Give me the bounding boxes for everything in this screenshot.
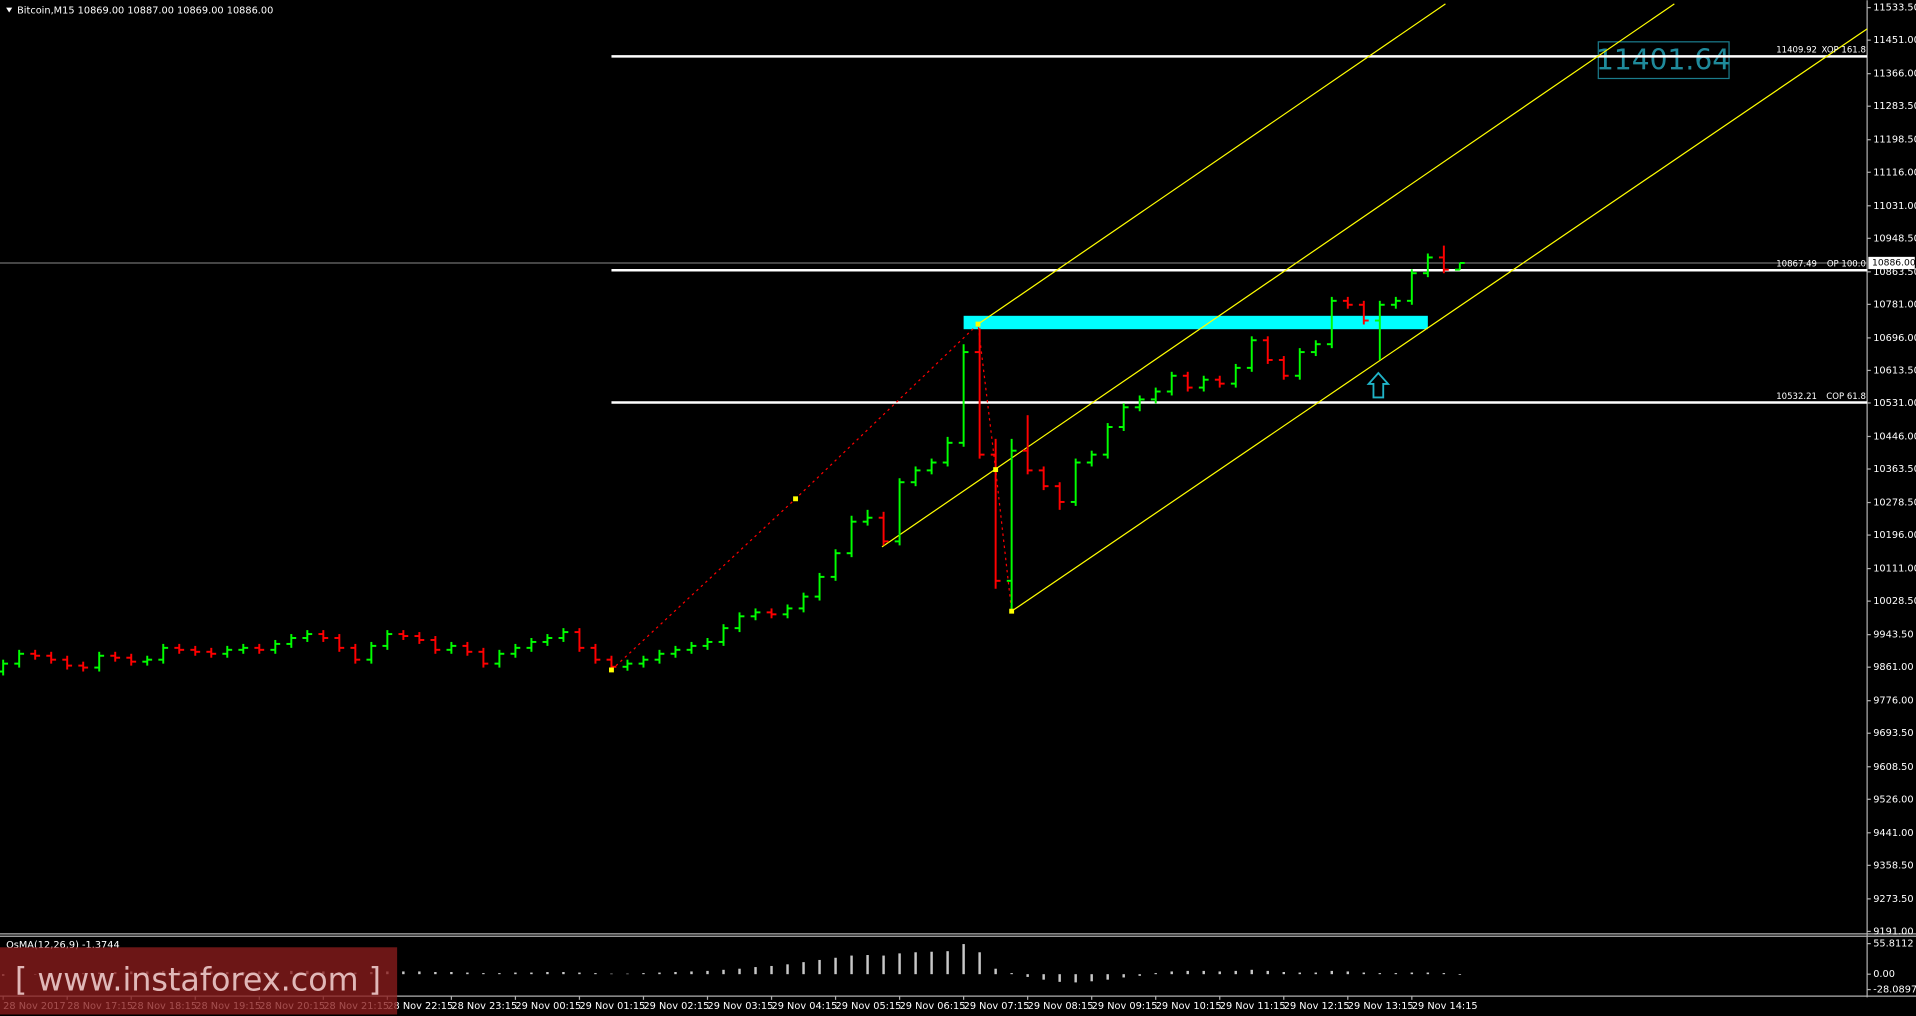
pattern-point [609, 667, 614, 673]
x-tick-label: 29 Nov 05:15 [836, 1001, 902, 1012]
y-tick-label: 9526.00 [1873, 794, 1913, 805]
y-tick-label: 9693.50 [1873, 728, 1913, 739]
y-tick-label: 11451.00 [1873, 35, 1916, 46]
x-tick-label: 28 Nov 22:15 [387, 1001, 453, 1012]
y-tick-label: 11366.00 [1873, 69, 1916, 80]
y-tick-label: 10363.50 [1873, 464, 1916, 475]
chart-title: Bitcoin,M15 10869.00 10887.00 10869.00 1… [17, 6, 273, 17]
x-tick-label: 29 Nov 09:15 [1092, 1001, 1158, 1012]
x-tick-label: 29 Nov 04:15 [772, 1001, 838, 1012]
pattern-point [975, 321, 981, 327]
level-name: COP 61.8 [1826, 392, 1866, 402]
y-tick-label: 11283.50 [1873, 101, 1916, 112]
pattern-point [1009, 608, 1015, 614]
y-tick-label: 10696.00 [1873, 333, 1916, 344]
target-box [1597, 41, 1730, 80]
x-tick-label: 29 Nov 03:15 [708, 1001, 774, 1012]
x-tick-label: 29 Nov 10:15 [1156, 1001, 1222, 1012]
y-tick-label: 10531.00 [1873, 398, 1916, 409]
x-tick-label: 29 Nov 06:15 [900, 1001, 966, 1012]
y-tick-label: 11116.00 [1873, 167, 1916, 178]
indicator-title: OsMA(12,26,9) -1.3744 [6, 940, 120, 951]
level-price: 11409.92 [1776, 46, 1817, 56]
arrow-icon [1366, 371, 1391, 399]
y-tick-label: 10948.50 [1873, 233, 1916, 244]
x-tick-label: 29 Nov 02:15 [643, 1001, 709, 1012]
x-tick-label: 29 Nov 08:15 [1028, 1001, 1094, 1012]
zone [963, 315, 1428, 330]
y-tick-label: 9608.50 [1873, 762, 1913, 773]
y-tick-label: 10111.00 [1873, 564, 1916, 575]
level-name: OP 100.0 [1827, 260, 1866, 270]
current-price-box [1868, 256, 1915, 270]
pattern-point [793, 496, 798, 502]
x-tick-label: 29 Nov 13:15 [1348, 1001, 1414, 1012]
y-tick-label: 9776.00 [1873, 696, 1913, 707]
y-tick-label: 10028.50 [1873, 596, 1916, 607]
level-price: 10532.21 [1776, 392, 1817, 402]
y-tick-label: 0.00 [1873, 969, 1895, 980]
pattern-line [611, 322, 1013, 671]
y-tick-label: 10863.50 [1873, 267, 1916, 278]
x-tick-label: 28 Nov 23:15 [451, 1001, 517, 1012]
y-tick-label: -28.0897 [1873, 985, 1916, 996]
y-tick-label: 10613.50 [1873, 365, 1916, 376]
watermark: [ www.instaforex.com ] [15, 963, 381, 999]
channel-line [881, 3, 1675, 548]
channel-line [977, 3, 1446, 325]
watermark-box [0, 947, 398, 1015]
x-tick-label: 29 Nov 12:15 [1284, 1001, 1350, 1012]
y-tick-label: 9441.00 [1873, 828, 1913, 839]
y-tick-label: 10781.00 [1873, 299, 1916, 310]
target-label: 11401.64 [1596, 43, 1730, 76]
level-name: XOP 161.8 [1822, 46, 1866, 56]
y-tick-label: 9191.00 [1873, 926, 1913, 937]
x-tick-label: 29 Nov 11:15 [1220, 1001, 1286, 1012]
y-tick-label: 10196.00 [1873, 530, 1916, 541]
plot-area [0, 3, 1868, 676]
y-tick-label: 9943.50 [1873, 630, 1913, 641]
y-tick-label: 11533.50 [1873, 3, 1916, 14]
pattern-point [993, 467, 999, 473]
x-tick-label: 29 Nov 01:15 [579, 1001, 645, 1012]
y-tick-label: 9358.50 [1873, 860, 1913, 871]
y-tick-label: 9273.50 [1873, 894, 1913, 905]
y-tick-label: 11031.00 [1873, 201, 1916, 212]
x-tick-label: 29 Nov 00:15 [515, 1001, 581, 1012]
y-tick-label: 55.8112 [1873, 939, 1913, 950]
y-tick-label: 11198.50 [1873, 135, 1916, 146]
x-tick-label: 29 Nov 14:15 [1412, 1001, 1478, 1012]
y-tick-label: 10278.50 [1873, 498, 1916, 509]
y-tick-label: 9861.00 [1873, 662, 1913, 673]
y-tick-label: 10446.00 [1873, 431, 1916, 442]
x-tick-label: 29 Nov 07:15 [964, 1001, 1030, 1012]
current-price-label: 10886.00 [1872, 257, 1916, 268]
menu-icon [6, 7, 13, 13]
channel-line [1011, 28, 1868, 612]
level-price: 10867.49 [1776, 260, 1817, 270]
